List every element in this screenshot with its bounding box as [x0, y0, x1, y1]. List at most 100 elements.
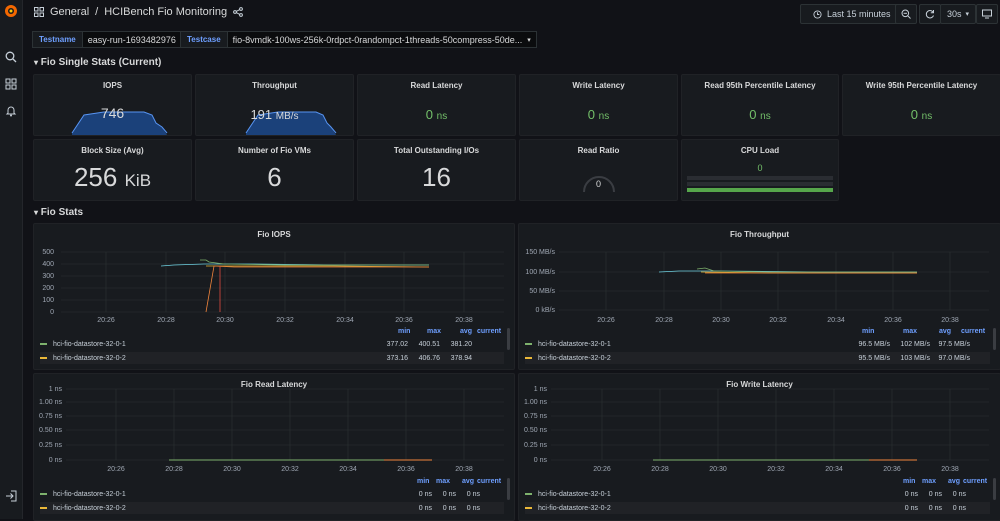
legend-header-avg[interactable]: avg — [939, 328, 952, 335]
legend-scrollbar[interactable] — [993, 478, 996, 500]
legend-scrollbar[interactable] — [507, 478, 510, 500]
x-tick: 20:32 — [281, 466, 299, 473]
variable-select[interactable]: fio-8vmdk-100ws-256k-0rdpct-0randompct-1… — [227, 31, 537, 48]
graph-panel-fio-iops[interactable]: Fio IOPS 500 400 300 200 100 0 20:26 20:… — [33, 223, 515, 370]
x-tick: 20:32 — [767, 466, 785, 473]
y-tick: 0 ns — [49, 457, 63, 464]
graph-panel-fio-read-latency[interactable]: Fio Read Latency 1 ns 1.00 ns 0.75 ns 0.… — [33, 373, 515, 521]
zoom-out-icon — [901, 9, 911, 19]
x-tick: 20:38 — [455, 466, 473, 473]
legend-header-max[interactable]: max — [427, 328, 442, 335]
stat-value: 6 — [196, 162, 353, 193]
legend-row[interactable]: hci-fio-datastore-32-0-1 96.5 MB/s 102 M… — [525, 338, 990, 350]
legend-header-max[interactable]: max — [922, 478, 937, 485]
y-tick: 200 — [42, 285, 54, 292]
legend-header-current[interactable]: current — [477, 328, 502, 335]
legend-min: 95.5 MB/s — [858, 354, 890, 362]
x-tick: 20:34 — [339, 466, 357, 473]
variable-value: fio-8vmdk-100ws-256k-0rdpct-0randompct-1… — [232, 34, 523, 45]
refresh-button[interactable] — [919, 4, 941, 24]
sign-in-icon[interactable] — [4, 489, 18, 503]
legend-avg: 381.20 — [450, 340, 472, 348]
legend-header-min[interactable]: min — [862, 328, 875, 335]
y-tick: 1.00 ns — [39, 399, 62, 406]
stat-panel-outstanding-ios[interactable]: Total Outstanding I/Os 16 — [357, 139, 516, 201]
stat-panel-read-95th-latency[interactable]: Read 95th Percentile Latency 0 ns — [681, 74, 839, 136]
series-line-1 — [200, 259, 429, 266]
tv-mode-button[interactable] — [976, 4, 998, 24]
legend-header-avg[interactable]: avg — [460, 328, 473, 335]
variable-select[interactable]: easy-run-1693482976 ▾ — [82, 31, 191, 48]
legend-row[interactable]: hci-fio-datastore-32-0-2 373.16 406.76 3… — [40, 352, 504, 364]
legend-row[interactable]: hci-fio-datastore-32-0-2 0 ns 0 ns 0 ns — [525, 502, 990, 514]
refresh-icon — [925, 10, 934, 19]
variable-testcase[interactable]: Testcase fio-8vmdk-100ws-256k-0rdpct-0ra… — [180, 31, 537, 48]
legend-header-current[interactable]: current — [477, 478, 502, 485]
zoom-out-button[interactable] — [895, 4, 917, 24]
refresh-interval-picker[interactable]: 30s ▾ — [940, 4, 976, 24]
row-fio-stats[interactable]: ▾ Fio Stats — [34, 207, 83, 218]
graph-panel-fio-throughput[interactable]: Fio Throughput 150 MB/s 100 MB/s 50 MB/s… — [518, 223, 1000, 370]
panel-title: Number of Fio VMs — [238, 146, 311, 155]
bell-icon[interactable] — [4, 104, 18, 118]
legend-swatch — [525, 343, 532, 345]
variable-testname[interactable]: Testname easy-run-1693482976 ▾ — [32, 31, 191, 48]
stat-number: 0 — [425, 107, 434, 122]
stat-panel-throughput[interactable]: Throughput 191 MB/s — [195, 74, 354, 136]
legend-header-current[interactable]: current — [961, 328, 986, 335]
legend-header-current[interactable]: current — [963, 478, 988, 485]
cpu-bar-track — [687, 182, 833, 186]
legend-row[interactable]: hci-fio-datastore-32-0-1 0 ns 0 ns 0 ns — [40, 488, 504, 500]
x-tick: 20:32 — [276, 317, 294, 324]
y-tick: 0.25 ns — [524, 442, 547, 449]
graph-panel-fio-write-latency[interactable]: Fio Write Latency 1 ns 1.00 ns 0.75 ns 0… — [518, 373, 1000, 521]
stat-panel-cpu-load[interactable]: CPU Load 0 — [681, 139, 839, 201]
legend-max: 400.51 — [418, 340, 440, 348]
panel-title: Throughput — [252, 81, 297, 90]
legend-header-avg[interactable]: avg — [462, 478, 475, 485]
stat-panel-write-95th-latency[interactable]: Write 95th Percentile Latency 0 ns — [842, 74, 1000, 136]
stat-number: 0 — [587, 107, 596, 122]
dashboard-title[interactable]: HCIBench Fio Monitoring — [104, 6, 228, 18]
grafana-logo-icon[interactable] — [4, 4, 18, 18]
stat-panel-read-ratio[interactable]: Read Ratio 0 — [519, 139, 678, 201]
chevron-down-icon: ▾ — [34, 58, 39, 67]
legend-header-min[interactable]: min — [903, 478, 916, 485]
panel-title: Read Ratio — [577, 146, 620, 155]
legend-scrollbar[interactable] — [993, 328, 996, 350]
legend-row[interactable]: hci-fio-datastore-32-0-1 0 ns 0 ns 0 ns — [525, 488, 990, 500]
legend-header-avg[interactable]: avg — [948, 478, 961, 485]
x-tick: 20:30 — [216, 317, 234, 324]
stat-panel-block-size[interactable]: Block Size (Avg) 256 KiB — [33, 139, 192, 201]
legend-header-min[interactable]: min — [398, 328, 411, 335]
legend-avg: 378.94 — [450, 354, 472, 362]
refresh-interval-label: 30s — [946, 9, 962, 19]
dashboards-icon[interactable] — [4, 77, 18, 91]
stat-unit: ns — [921, 111, 933, 122]
legend-row[interactable]: hci-fio-datastore-32-0-2 0 ns 0 ns 0 ns — [40, 502, 504, 514]
y-tick: 0.50 ns — [524, 427, 547, 434]
x-tick: 20:36 — [397, 466, 415, 473]
legend-scrollbar[interactable] — [507, 328, 510, 350]
x-tick: 20:38 — [941, 466, 959, 473]
stat-panel-fio-vms[interactable]: Number of Fio VMs 6 — [195, 139, 354, 201]
legend-header-max[interactable]: max — [903, 328, 918, 335]
legend-row[interactable]: hci-fio-datastore-32-0-2 95.5 MB/s 103 M… — [525, 352, 990, 364]
legend-series-name: hci-fio-datastore-32-0-1 — [538, 490, 611, 498]
stat-panel-iops[interactable]: IOPS 746 — [33, 74, 192, 136]
stat-number: 191 — [250, 107, 273, 122]
legend-header-min[interactable]: min — [417, 478, 430, 485]
stat-value: 0 — [682, 163, 838, 173]
search-icon[interactable] — [4, 50, 18, 64]
stat-panel-write-latency[interactable]: Write Latency 0 ns — [519, 74, 678, 136]
legend-header-max[interactable]: max — [436, 478, 451, 485]
row-single-stats[interactable]: ▾ Fio Single Stats (Current) — [34, 57, 161, 68]
x-tick: 20:26 — [593, 466, 611, 473]
stat-panel-read-latency[interactable]: Read Latency 0 ns — [357, 74, 516, 136]
legend-swatch — [525, 507, 532, 509]
legend-row[interactable]: hci-fio-datastore-32-0-1 377.02 400.51 3… — [40, 338, 504, 350]
breadcrumb-folder[interactable]: General — [50, 6, 90, 18]
sidebar — [0, 0, 23, 519]
stat-number: 256 — [73, 162, 118, 192]
share-icon[interactable] — [233, 7, 243, 17]
